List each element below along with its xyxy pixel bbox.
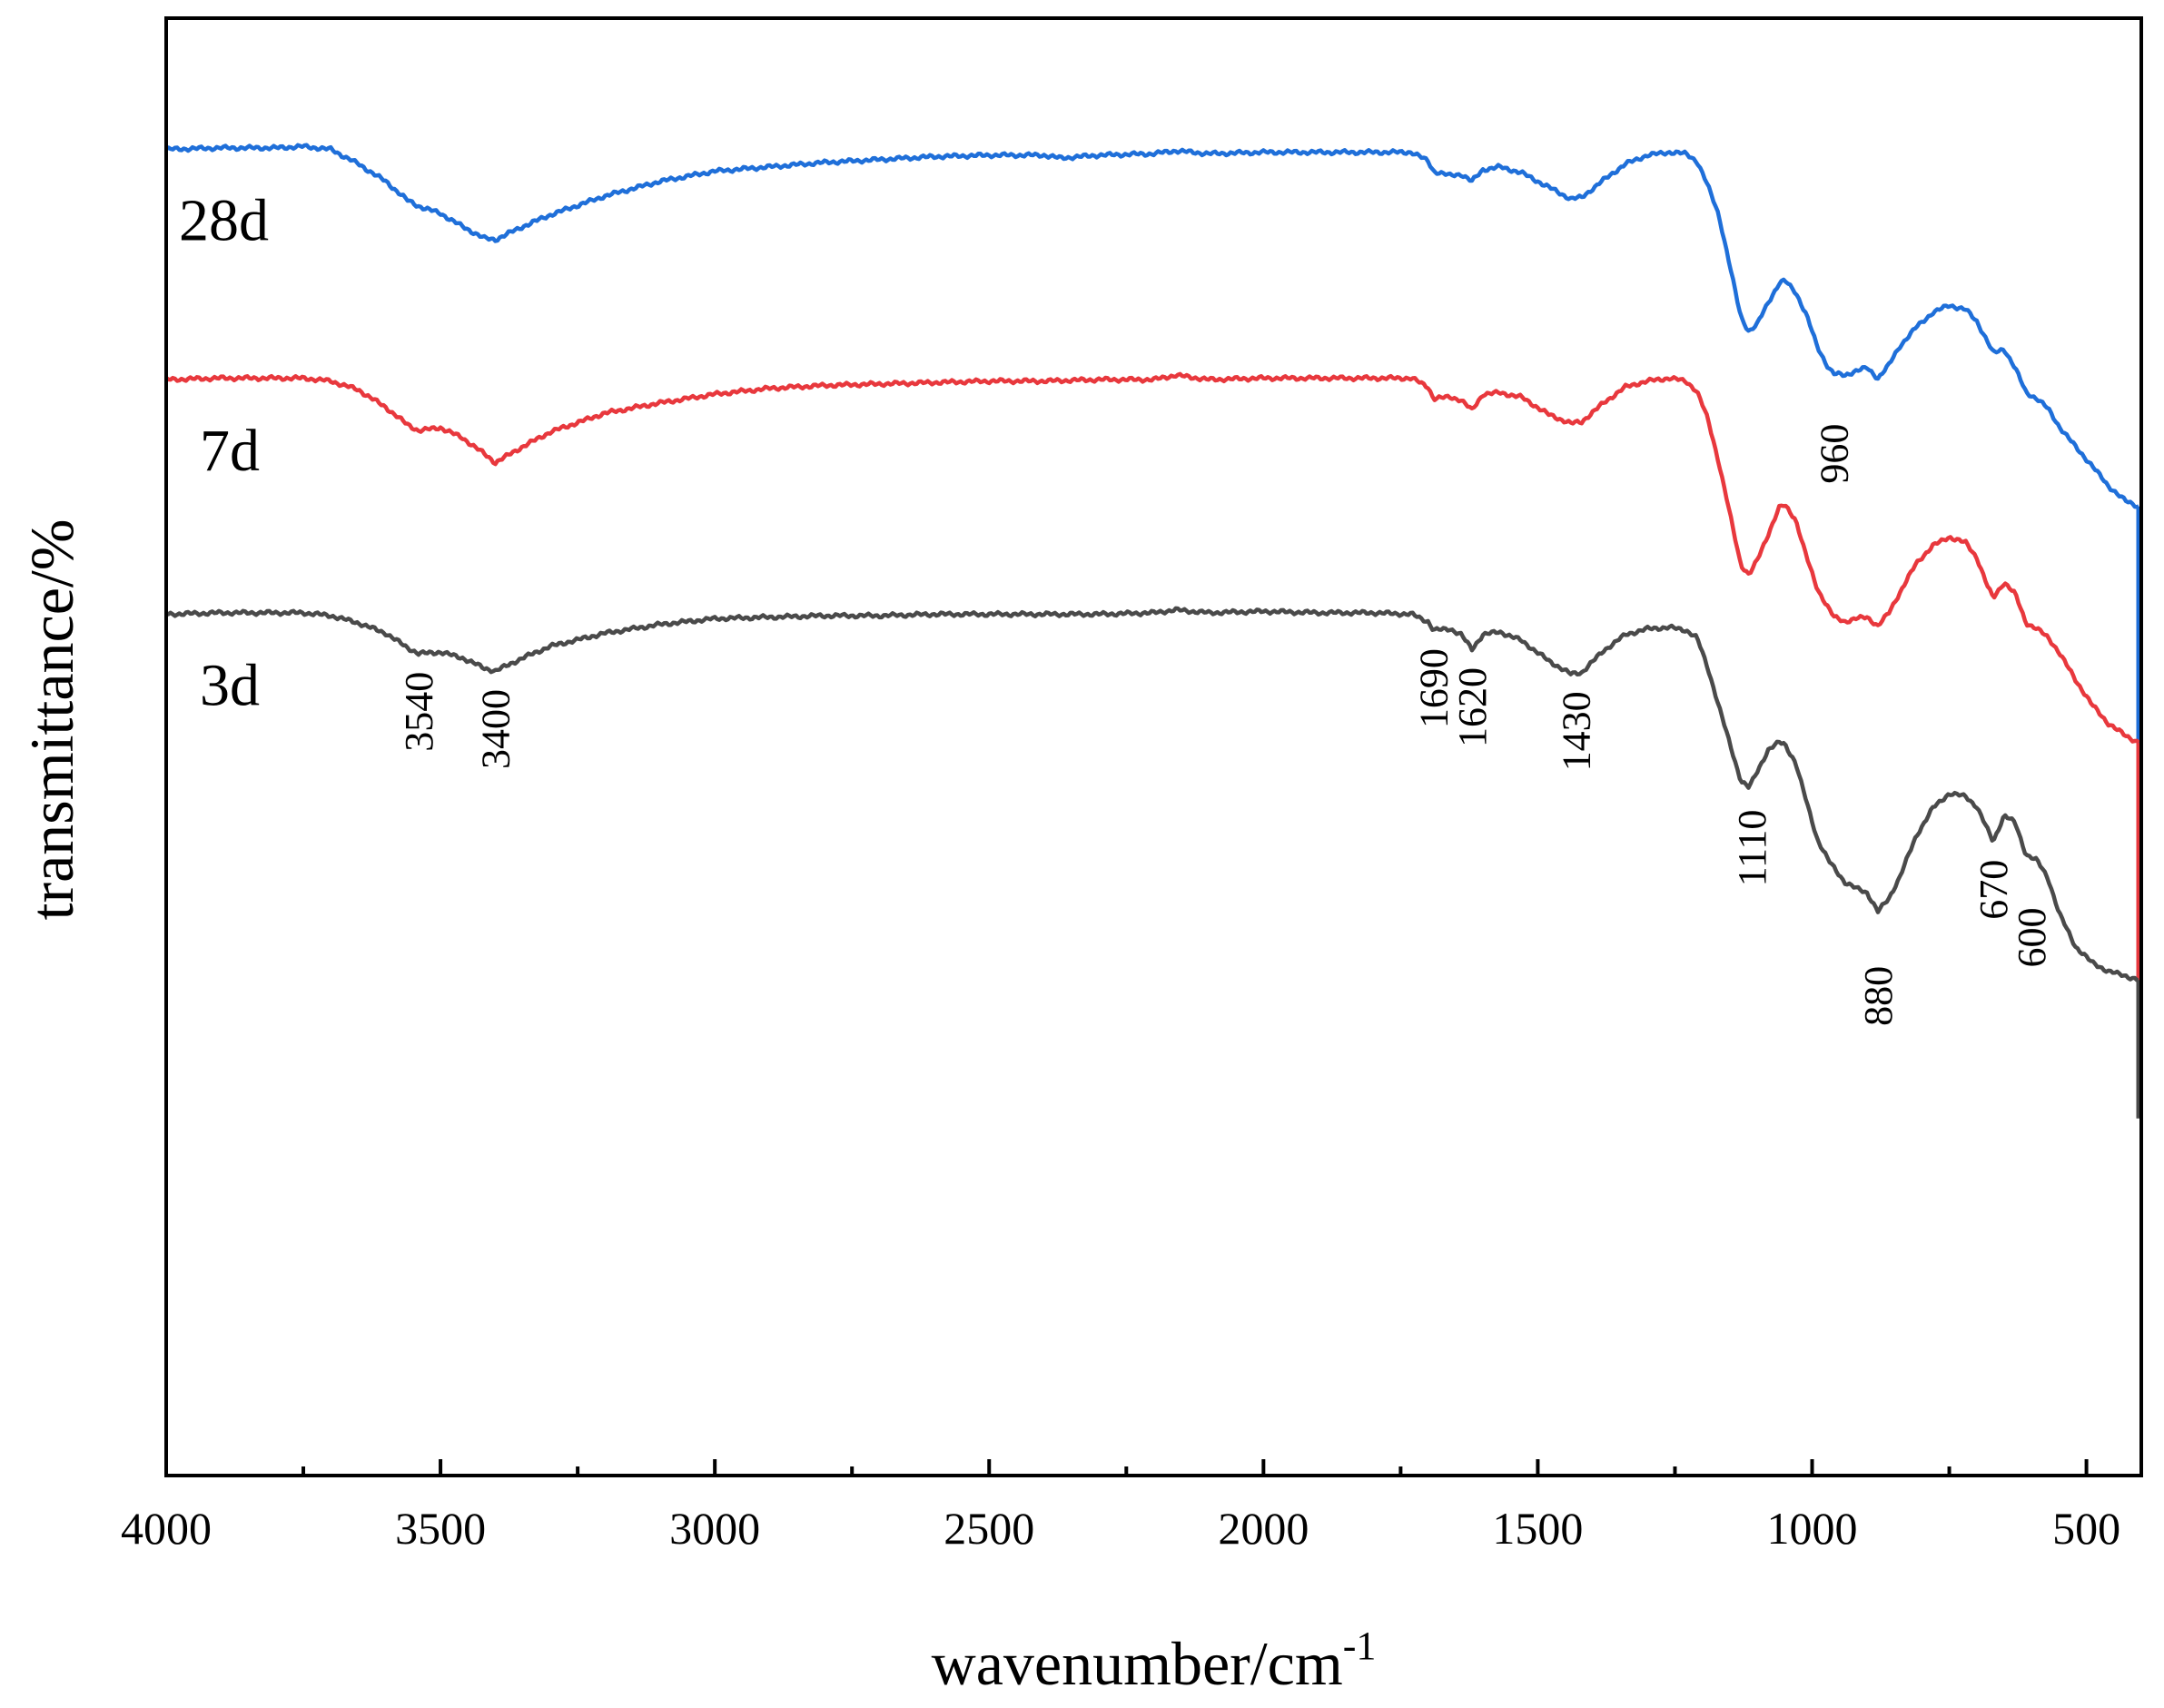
series-layer (164, 143, 2141, 1119)
series-label-7d: 7d (200, 418, 260, 484)
series-label-3d: 3d (200, 652, 260, 718)
peak-annotation-600: 600 (2010, 908, 2054, 968)
peak-annotation-3540: 3540 (397, 672, 441, 752)
x-axis-title: wavenumber/cm-1 (932, 1624, 1377, 1698)
plot-frame (164, 16, 2143, 1477)
peak-annotation-1430: 1430 (1555, 691, 1599, 771)
peak-annotation-880: 880 (1856, 966, 1901, 1026)
x-axis-title-text: wavenumber/cm (932, 1629, 1343, 1698)
x-tick-label: 2000 (1218, 1503, 1309, 1554)
x-tick-label: 1500 (1492, 1503, 1583, 1554)
peak-annotation-1110: 1110 (1730, 810, 1774, 887)
peak-annotation-1620: 1620 (1450, 667, 1495, 747)
y-axis-title: transmittance/% (17, 519, 86, 921)
x-tick-label: 500 (2052, 1503, 2120, 1554)
x-tick-label: 1000 (1767, 1503, 1858, 1554)
x-axis: 4000 3500 3000 2500 2000 1500 1000 500 (121, 1459, 2120, 1554)
x-tick-label: 3000 (669, 1503, 760, 1554)
peak-annotation-3400: 3400 (474, 689, 519, 769)
series-line-3d (165, 606, 2139, 982)
series-labels: 28d 7d 3d (179, 187, 269, 718)
peak-annotation-1690: 1690 (1412, 648, 1457, 728)
peak-annotation-670: 670 (1971, 860, 2016, 920)
x-tick-label: 4000 (121, 1503, 212, 1554)
x-tick-label: 3500 (395, 1503, 486, 1554)
series-label-28d: 28d (179, 187, 269, 253)
series-line-7d (164, 371, 2140, 745)
x-tick-label: 2500 (944, 1503, 1034, 1554)
series-line-28d (164, 143, 2139, 509)
peak-annotation-960: 960 (1813, 424, 1857, 484)
x-axis-title-superscript: -1 (1343, 1624, 1377, 1668)
